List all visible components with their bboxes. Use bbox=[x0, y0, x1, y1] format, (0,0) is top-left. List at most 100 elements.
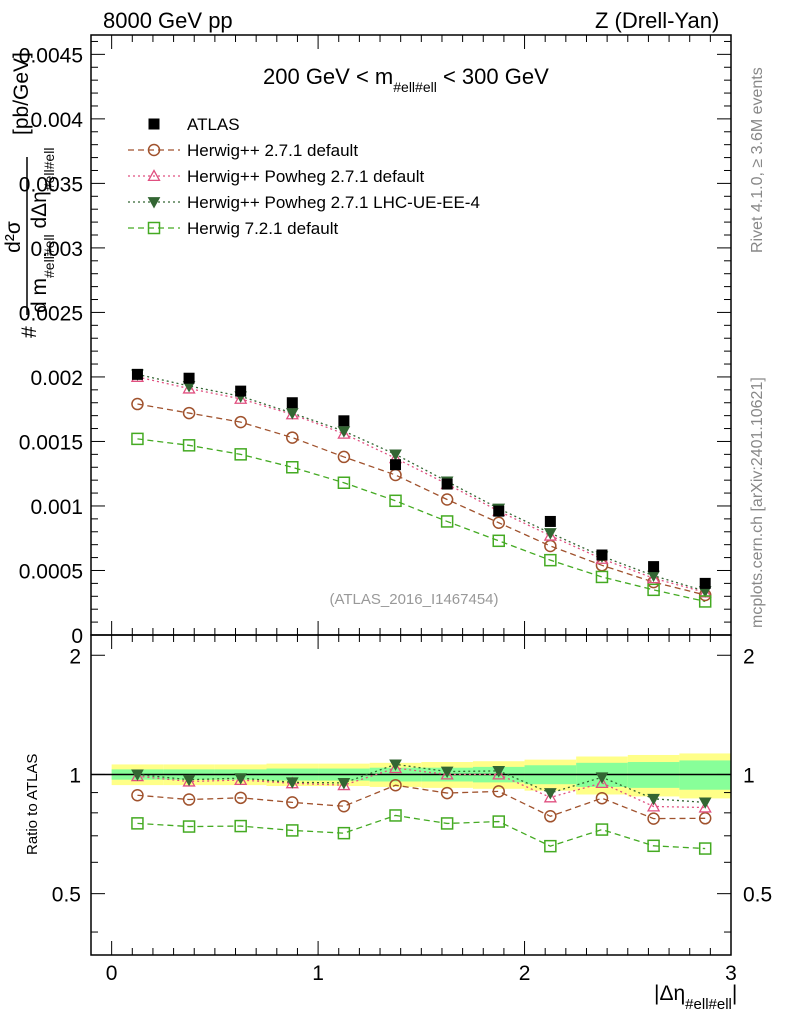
legend-label: Herwig++ Powheg 2.7.1 LHC-UE-EE-4 bbox=[187, 193, 480, 212]
ratio-3-point bbox=[389, 809, 402, 822]
ratio-0-point bbox=[131, 788, 144, 802]
title-sub: #ell#ell bbox=[393, 79, 437, 95]
series-3-point bbox=[234, 448, 247, 461]
ylabel-denominator: d m#ell#ell dΔη#ell#ell bbox=[28, 148, 57, 313]
series-line-0 bbox=[137, 403, 706, 596]
series-0-point bbox=[286, 431, 299, 444]
series-2-point bbox=[544, 528, 557, 540]
header-right: Z (Drell-Yan) bbox=[595, 8, 720, 33]
y-tick-label: 0.0015 bbox=[19, 431, 83, 454]
y-tick-label: 0.0025 bbox=[19, 302, 83, 325]
series-0-point bbox=[492, 516, 505, 529]
atlas-data-point bbox=[183, 372, 195, 384]
series-1-point bbox=[543, 528, 557, 541]
y-tick-label: 0.002 bbox=[30, 367, 83, 390]
ratio-2-point bbox=[492, 766, 506, 778]
ratio-3-point bbox=[286, 824, 299, 837]
ratio-3-point bbox=[595, 823, 609, 836]
series-0-point bbox=[182, 406, 196, 420]
ratio-1-point bbox=[388, 761, 403, 774]
series-3-point bbox=[492, 534, 505, 548]
analysis-label: (ATLAS_2016_I1467454) bbox=[329, 591, 498, 608]
ratio-0-point bbox=[647, 812, 660, 825]
series-0-point bbox=[389, 468, 402, 482]
series-3-point bbox=[698, 595, 712, 608]
ratio-line-0 bbox=[137, 784, 706, 820]
title-post: < 300 GeV bbox=[437, 64, 549, 89]
series-1-point bbox=[182, 381, 196, 394]
ratio-2-point bbox=[182, 774, 196, 787]
atlas-data-point bbox=[131, 368, 143, 380]
x-tick-label: 2 bbox=[519, 962, 531, 985]
series-0-point bbox=[337, 450, 351, 464]
ylabel-den-sub1: #ell#ell bbox=[41, 234, 57, 278]
y-tick-label: 0.0005 bbox=[19, 560, 83, 583]
series-3-point bbox=[544, 553, 557, 567]
atlas-data-point bbox=[441, 478, 453, 490]
ratio-0-point bbox=[595, 791, 609, 805]
series-0-point bbox=[131, 397, 144, 411]
ratio-y-tick-label-right: 0.5 bbox=[743, 884, 772, 907]
ratio-3-point bbox=[337, 826, 351, 840]
legend-marker bbox=[147, 143, 161, 157]
series-2-point bbox=[389, 449, 402, 461]
ylabel-units: [pb/GeV] bbox=[10, 52, 33, 135]
y-tick-label: 0.0035 bbox=[19, 173, 83, 196]
series-3-point bbox=[337, 476, 351, 489]
ratio-2-point bbox=[131, 769, 144, 781]
ratio-3-point bbox=[492, 815, 505, 828]
ratio-0-point bbox=[698, 812, 712, 825]
series-2-point bbox=[337, 426, 351, 438]
ratio-0-point bbox=[337, 799, 351, 813]
y-tick-label: 0.003 bbox=[30, 238, 83, 261]
ratio-2-point bbox=[234, 773, 248, 785]
atlas-data-point bbox=[544, 515, 556, 527]
atlas-data-point bbox=[493, 505, 505, 517]
series-line-1 bbox=[137, 376, 706, 594]
ratio-1-point bbox=[440, 767, 454, 780]
ratio-y-tick-label-right: 1 bbox=[743, 764, 755, 787]
series-0-point bbox=[234, 415, 247, 429]
ratio-2-point bbox=[440, 766, 454, 779]
atlas-data-point bbox=[596, 549, 608, 561]
y-tick-label: 0.001 bbox=[30, 496, 83, 519]
series-3-point bbox=[595, 570, 609, 584]
ratio-3-point bbox=[647, 839, 660, 853]
series-line-3 bbox=[137, 438, 706, 603]
ratio-1-point bbox=[543, 790, 557, 803]
ratio-3-point bbox=[440, 817, 454, 830]
ratio-plot-frame bbox=[90, 634, 732, 956]
xlabel-end: | bbox=[732, 982, 737, 1005]
series-3-point bbox=[182, 439, 196, 452]
chart-title: 200 GeV < m#ell#ell < 300 GeV bbox=[263, 64, 549, 95]
atlas-data-point bbox=[286, 397, 298, 409]
series-3-point bbox=[440, 515, 454, 528]
ratio-2-point bbox=[389, 759, 402, 771]
ratio-y-tick-label-right: 2 bbox=[743, 645, 755, 668]
series-3-point bbox=[647, 583, 660, 597]
ylabel-prefix: # bbox=[18, 326, 41, 338]
y-tick-label: 0.0045 bbox=[19, 44, 83, 67]
series-1-point bbox=[234, 392, 248, 404]
ratio-3-point bbox=[234, 819, 247, 833]
ratio-0-point bbox=[544, 810, 557, 823]
legend-label: Herwig 7.2.1 default bbox=[187, 219, 338, 238]
ratio-2-point bbox=[337, 778, 351, 790]
ratio-0-point bbox=[182, 793, 196, 806]
legend-label: Herwig++ Powheg 2.7.1 default bbox=[187, 167, 424, 186]
ratio-2-point bbox=[544, 788, 557, 800]
ratio-3-point bbox=[182, 820, 196, 833]
ratio-3-point bbox=[544, 839, 557, 853]
atlas-data-point bbox=[235, 385, 247, 397]
ratio-0-point bbox=[234, 791, 247, 805]
ratio-2-point bbox=[595, 772, 609, 784]
xlabel-main: |Δη bbox=[654, 982, 685, 1005]
x-tick-label: 0 bbox=[106, 962, 118, 985]
legend-label: Herwig++ 2.7.1 default bbox=[187, 141, 358, 160]
x-axis-label: |Δη#ell#ell| bbox=[654, 982, 737, 1013]
atlas-data-point bbox=[390, 459, 402, 471]
ratio-y-tick-label: 1 bbox=[69, 764, 81, 787]
ratio-2-point bbox=[698, 797, 712, 809]
ratio-3-point bbox=[698, 842, 712, 855]
